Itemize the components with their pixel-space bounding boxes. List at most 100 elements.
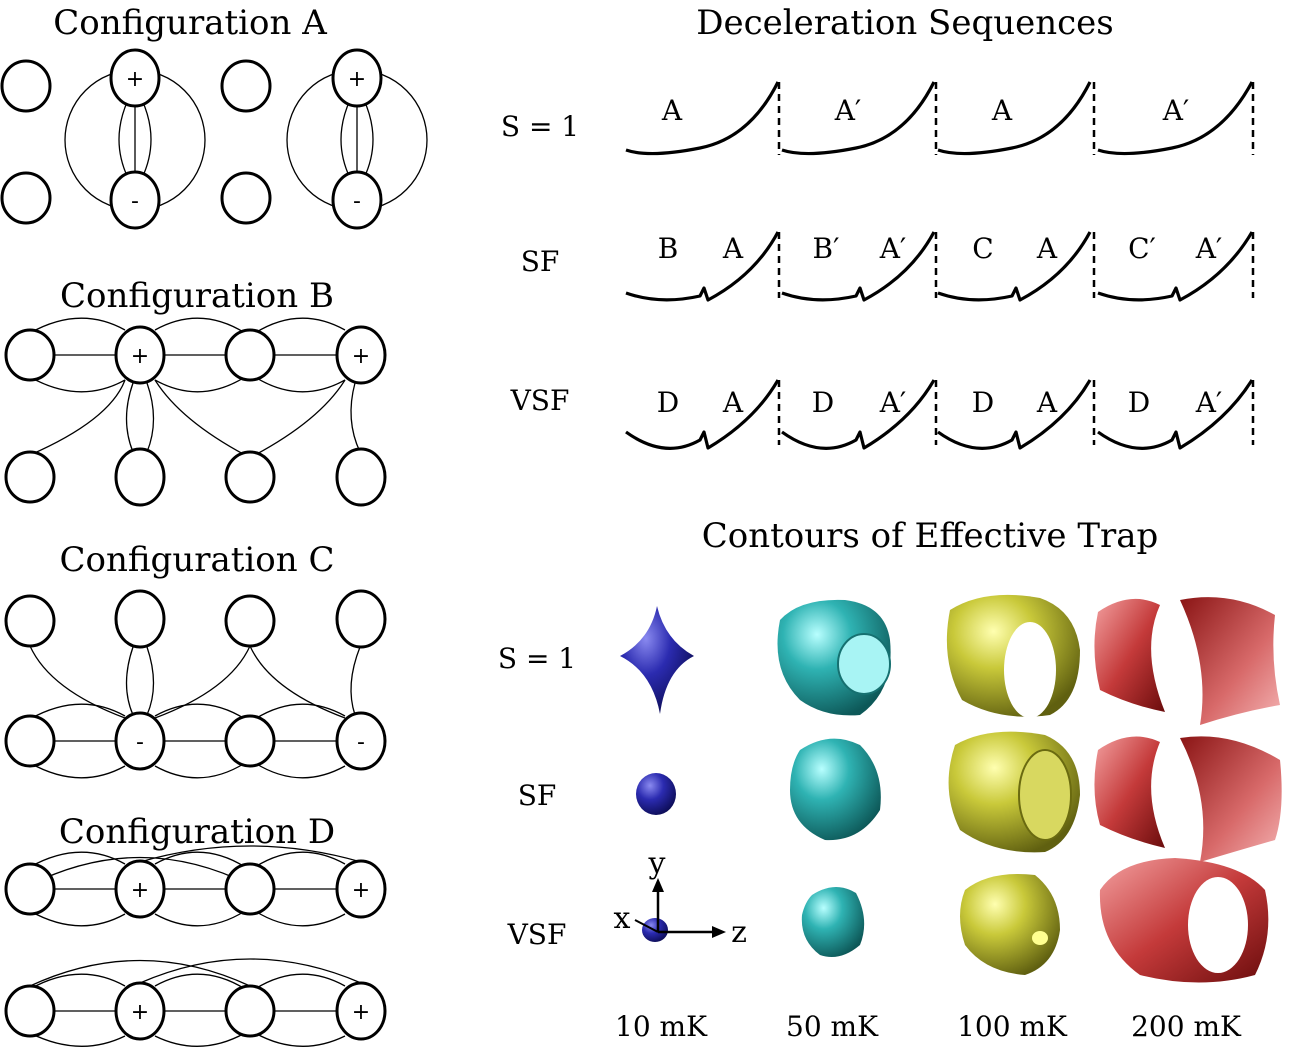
deceleration-row-label: VSF	[510, 384, 570, 417]
configuration-b: Configuration B + +	[4, 276, 387, 507]
segment-label: A	[722, 386, 744, 419]
configuration-c: Configuration C - -	[4, 540, 387, 779]
axis-z-label: z	[731, 915, 747, 950]
polarity-sign: -	[136, 730, 144, 755]
contour-200mk-sf-right	[1180, 736, 1282, 862]
electrode-charged	[331, 48, 383, 108]
contour-100mk-vsf	[960, 874, 1060, 975]
temperature-label: 50 mK	[786, 1010, 879, 1043]
electrode-charged	[109, 48, 161, 108]
segment-label: D	[1128, 386, 1150, 419]
electrode	[4, 714, 56, 768]
electrode	[114, 589, 166, 649]
contour-50mk-s1-opening	[837, 633, 891, 695]
electrode-charged	[114, 325, 166, 385]
contour-100mk-vsf-opening	[1032, 931, 1048, 945]
coordinate-axes: y z x	[614, 846, 747, 950]
electrode	[220, 171, 272, 225]
temperature-label: 100 mK	[957, 1010, 1068, 1043]
electrode	[4, 328, 56, 382]
electrode	[335, 589, 387, 649]
electrode	[114, 447, 166, 507]
electrode	[224, 594, 276, 648]
trap-contours: Contours of Effective Trap S = 1 SF VSF	[498, 516, 1282, 1043]
polarity-sign: +	[131, 878, 149, 903]
segment-label: A′	[879, 386, 907, 419]
segment-label: D	[972, 386, 994, 419]
polarity-sign: -	[357, 730, 365, 755]
polarity-sign: -	[353, 189, 361, 214]
deceleration-sequences: Deceleration Sequences S = 1 A A′ A A′ S…	[501, 3, 1255, 450]
contour-200mk-s1-right	[1180, 597, 1280, 725]
electrode	[4, 594, 56, 648]
electrode-charged	[335, 859, 387, 919]
contour-100mk-sf-opening	[1018, 749, 1072, 841]
configuration-a-title: Configuration A	[53, 3, 327, 43]
configuration-b-title: Configuration B	[60, 276, 334, 316]
contour-row-label: VSF	[507, 918, 567, 951]
electrode	[220, 59, 272, 113]
polarity-sign: +	[126, 67, 144, 92]
electrode	[0, 171, 52, 225]
axis-x-label: x	[614, 901, 631, 936]
segment-label: B	[658, 232, 679, 265]
electrode	[0, 59, 52, 113]
electrode	[4, 450, 56, 504]
segment-label: D	[812, 386, 834, 419]
contour-50mk-sf	[790, 738, 881, 841]
electrode	[224, 328, 276, 382]
electrode	[335, 447, 387, 507]
polarity-sign: -	[131, 189, 139, 214]
contour-200mk-s1-left	[1094, 598, 1165, 712]
electrode	[4, 984, 56, 1038]
polarity-sign: +	[348, 67, 366, 92]
contour-row-label: SF	[518, 779, 557, 812]
electrode-charged	[109, 170, 161, 230]
segment-label: D	[657, 386, 679, 419]
electrode-charged	[114, 711, 166, 771]
contour-100mk-s1-opening	[1004, 622, 1056, 718]
polarity-sign: +	[352, 1000, 370, 1025]
configuration-d-title: Configuration D	[59, 812, 335, 852]
contour-50mk-vsf	[801, 886, 865, 958]
deceleration-row-label: S = 1	[501, 110, 579, 143]
segment-label: A	[722, 232, 744, 265]
polarity-sign: +	[131, 344, 149, 369]
contour-10mk-s1	[620, 606, 694, 714]
segment-label: A′	[834, 94, 862, 127]
electrode-charged	[335, 981, 387, 1041]
segment-label: A	[991, 94, 1013, 127]
deceleration-title: Deceleration Sequences	[696, 3, 1113, 43]
electrode-charged	[331, 170, 383, 230]
configuration-c-title: Configuration C	[60, 540, 335, 580]
temperature-label: 200 mK	[1131, 1010, 1242, 1043]
segment-label: A	[661, 94, 683, 127]
electrode-charged	[114, 981, 166, 1041]
electrode	[224, 714, 276, 768]
polarity-sign: +	[131, 1000, 149, 1025]
contour-10mk-sf	[636, 773, 676, 815]
electrode-charged	[335, 325, 387, 385]
contour-row-label: S = 1	[498, 642, 576, 675]
electrode	[224, 984, 276, 1038]
electrode-charged	[335, 711, 387, 771]
electrode	[4, 862, 56, 916]
segment-label: C′	[1128, 232, 1156, 265]
contours-title: Contours of Effective Trap	[702, 516, 1159, 556]
electrode	[224, 450, 276, 504]
configuration-d: Configuration D + + + +	[4, 812, 387, 1047]
contour-200mk-vsf-opening	[1188, 877, 1248, 973]
configuration-a: Configuration A + - + -	[0, 3, 428, 230]
segment-label: A′	[1162, 94, 1190, 127]
segment-label: A′	[1195, 232, 1223, 265]
electrode	[224, 862, 276, 916]
polarity-sign: +	[352, 344, 370, 369]
segment-label: B′	[813, 232, 840, 265]
electrode-charged	[114, 859, 166, 919]
polarity-sign: +	[352, 878, 370, 903]
axis-y-label: y	[648, 846, 666, 881]
segment-label: A	[1036, 386, 1058, 419]
segment-label: A′	[1195, 386, 1223, 419]
segment-label: A	[1036, 232, 1058, 265]
